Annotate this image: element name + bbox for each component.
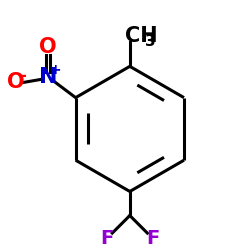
Text: +: +	[49, 63, 61, 77]
Text: 3: 3	[146, 34, 156, 48]
Text: O: O	[39, 37, 57, 57]
Text: CH: CH	[125, 26, 158, 46]
Text: F: F	[100, 229, 113, 248]
Text: F: F	[146, 229, 160, 248]
Text: -: -	[19, 67, 26, 85]
Text: N: N	[39, 67, 57, 87]
Text: O: O	[7, 72, 25, 92]
